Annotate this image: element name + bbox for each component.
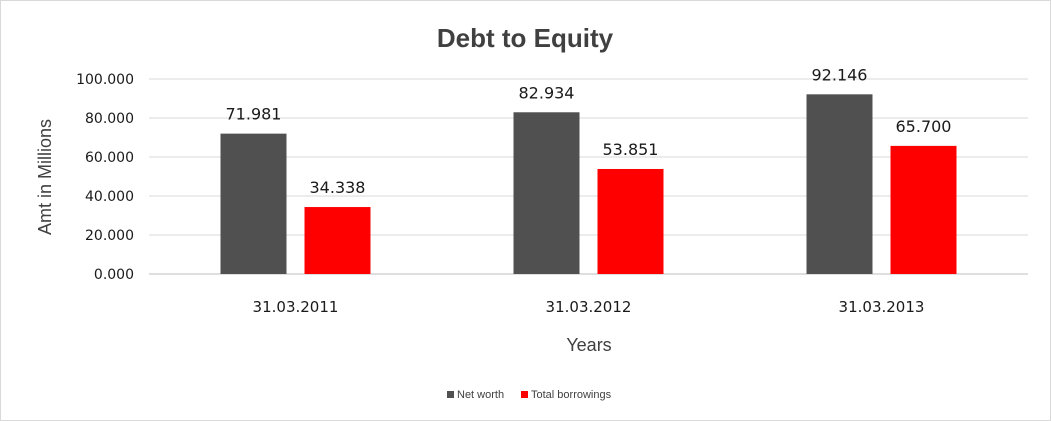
bar-net-worth: [806, 94, 873, 274]
bar-total-borrowings: [597, 168, 664, 274]
y-tick-label: 100.000: [76, 72, 134, 88]
chart-title: Debt to Equity: [437, 23, 614, 53]
x-category-label: 31.03.2012: [546, 298, 632, 316]
data-label: 92.146: [812, 65, 868, 84]
bar-net-worth: [220, 133, 287, 274]
data-label: 71.981: [226, 105, 282, 124]
y-axis-title: Amt in Millions: [35, 119, 55, 235]
y-axis-ticks: 0.000 20.000 40.000 60.000 80.000 100.000: [76, 72, 134, 283]
y-tick-label: 60.000: [85, 150, 134, 166]
bars: [220, 94, 957, 274]
legend-label: Total borrowings: [531, 389, 612, 401]
data-label: 82.934: [519, 83, 575, 102]
x-category-label: 31.03.2013: [839, 298, 925, 316]
bar-total-borrowings: [304, 207, 371, 274]
data-labels: 71.981 34.338 82.934 53.851 92.146 65.700: [226, 65, 952, 197]
data-label: 53.851: [603, 140, 659, 159]
y-tick-label: 80.000: [85, 111, 134, 127]
x-axis-categories: 31.03.2011 31.03.2012 31.03.2013: [253, 298, 925, 316]
bar-net-worth: [513, 112, 580, 274]
data-label: 65.700: [896, 117, 952, 136]
legend-swatch: [447, 391, 454, 398]
y-tick-label: 20.000: [85, 228, 134, 244]
data-label: 34.338: [310, 178, 366, 197]
x-axis-title: Years: [566, 335, 611, 355]
y-tick-label: 40.000: [85, 189, 134, 205]
bar-total-borrowings: [890, 145, 957, 274]
gridlines: [149, 78, 1028, 275]
legend: Net worth Total borrowings: [447, 389, 612, 401]
y-tick-label: 0.000: [94, 267, 134, 283]
x-category-label: 31.03.2011: [253, 298, 339, 316]
legend-swatch: [521, 391, 528, 398]
legend-label: Net worth: [457, 389, 504, 401]
